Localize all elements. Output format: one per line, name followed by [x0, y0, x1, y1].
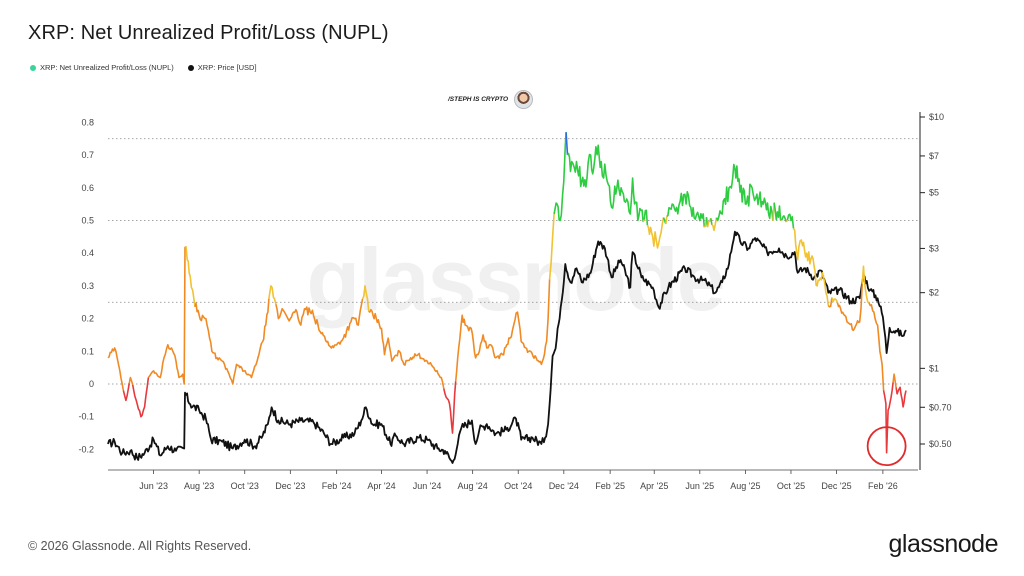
- y-right-tick: $2: [929, 288, 939, 298]
- nupl-line-segment: [831, 297, 839, 303]
- y-right-tick: $3: [929, 243, 939, 253]
- price-line: [107, 230, 907, 464]
- nupl-line-segment: [361, 285, 370, 313]
- y-right-tick: $10: [929, 112, 944, 122]
- nupl-line-segment: [147, 246, 186, 385]
- nupl-line-segment: [131, 377, 150, 418]
- legend-dot-nupl: [30, 64, 36, 71]
- series-nupl: [107, 132, 907, 454]
- nupl-line-segment: [786, 213, 795, 229]
- nupl-line-segment: [107, 347, 125, 391]
- x-tick: Aug '25: [730, 481, 760, 491]
- x-tick: Feb '26: [868, 481, 898, 491]
- y-left-tick: -0.1: [78, 412, 94, 422]
- x-tick: Aug '23: [184, 481, 214, 491]
- y-left-tick: 0.1: [81, 346, 94, 356]
- y-left-tick: 0.7: [81, 150, 94, 160]
- chart-legend: XRP: Net Unrealized Profit/Loss (NUPL) X…: [30, 63, 257, 72]
- nupl-line-segment: [665, 216, 668, 225]
- nupl-line-segment: [454, 279, 551, 382]
- y-left-tick: 0: [89, 379, 94, 389]
- series-price: [107, 230, 907, 464]
- nupl-line-segment: [275, 298, 364, 349]
- nupl-line-segment: [892, 373, 897, 388]
- copyright-text: © 2026 Glassnode. All Rights Reserved.: [28, 539, 252, 553]
- nupl-line-segment: [861, 265, 870, 304]
- watermark: glassnode: [306, 230, 723, 329]
- legend-item-nupl[interactable]: XRP: Net Unrealized Profit/Loss (NUPL): [30, 63, 174, 72]
- annotations: [866, 426, 907, 467]
- legend-label-nupl: XRP: Net Unrealized Profit/Loss (NUPL): [40, 63, 174, 72]
- nupl-line-segment: [895, 386, 907, 408]
- nupl-line-segment: [268, 285, 277, 305]
- nupl-line-segment: [643, 209, 649, 226]
- nupl-line-segment: [565, 132, 569, 156]
- legend-item-price[interactable]: XRP: Price [USD]: [187, 63, 257, 72]
- nupl-line-segment: [128, 376, 134, 386]
- nupl-line-segment: [184, 245, 196, 307]
- y-right-tick: $1: [929, 363, 939, 373]
- x-tick: Feb '25: [595, 481, 625, 491]
- author-credit-text: /STEPH IS CRYPTO: [448, 96, 509, 103]
- x-tick: Jun '23: [139, 481, 168, 491]
- nupl-line-segment: [785, 219, 789, 223]
- nupl-line-segment: [710, 218, 713, 225]
- nupl-line-segment: [666, 191, 706, 228]
- nupl-line-segment: [836, 284, 863, 332]
- avatar: [514, 90, 534, 109]
- y-left-tick: 0.5: [81, 216, 94, 226]
- nupl-line-segment: [553, 132, 567, 222]
- x-tick: Oct '24: [504, 481, 532, 491]
- x-tick: Dec '24: [549, 481, 579, 491]
- nupl-line-segment: [642, 219, 645, 223]
- y-left-tick: 0.6: [81, 183, 94, 193]
- nupl-line-segment: [780, 215, 788, 223]
- reference-lines: [108, 138, 918, 385]
- y-right-tick: $7: [929, 151, 939, 161]
- nupl-line-segment: [646, 217, 665, 249]
- x-tick: Dec '23: [275, 481, 305, 491]
- y-left-tick: 0.3: [81, 281, 94, 291]
- nupl-line-segment: [715, 163, 774, 222]
- nupl-line-segment: [792, 227, 830, 306]
- nupl-line-segment: [773, 202, 782, 221]
- x-tick: Jun '24: [413, 481, 442, 491]
- y-left-tick: -0.2: [78, 444, 94, 454]
- x-tick: Apr '24: [367, 481, 395, 491]
- nupl-line-segment: [711, 217, 718, 232]
- nupl-line-segment: [443, 381, 457, 434]
- x-tick: Jun '25: [685, 481, 714, 491]
- x-tick: Oct '23: [231, 481, 259, 491]
- chart-title: XRP: Net Unrealized Profit/Loss (NUPL): [28, 22, 389, 44]
- y-left-tick: 0.2: [81, 314, 94, 324]
- axes: 0.8 0.7 0.6 0.5 0.4 0.3 0.2 0.1 0 -0.1 -0.2 $10 $7 $5…: [78, 112, 952, 491]
- y-right-tick: $0.50: [929, 439, 952, 449]
- brand-logo: glassnode: [888, 530, 999, 558]
- nupl-line-segment: [368, 308, 445, 389]
- y-right-tick: $0.70: [929, 402, 952, 412]
- x-tick: Apr '25: [640, 481, 668, 491]
- x-tick: Aug '24: [458, 481, 488, 491]
- legend-dot-price: [187, 64, 194, 71]
- y-right-tick: $5: [929, 188, 939, 198]
- nupl-line-segment: [194, 298, 270, 385]
- nupl-line-segment: [548, 213, 555, 280]
- legend-label-price: XRP: Price [USD]: [197, 63, 257, 72]
- x-tick: Dec '25: [821, 481, 851, 491]
- x-tick: Feb '24: [322, 481, 352, 491]
- y-left-tick: 0.4: [81, 248, 94, 258]
- x-tick: Oct '25: [777, 481, 805, 491]
- highlight-circle: [866, 426, 907, 467]
- nupl-line-segment: [882, 382, 894, 454]
- y-left-tick: 0.8: [81, 117, 94, 127]
- nupl-line-segment: [827, 297, 833, 308]
- author-credit: /STEPH IS CRYPTO: [448, 90, 534, 109]
- nupl-line-segment: [566, 144, 644, 223]
- nupl-line-segment: [122, 383, 131, 402]
- nupl-line-segment: [868, 302, 885, 391]
